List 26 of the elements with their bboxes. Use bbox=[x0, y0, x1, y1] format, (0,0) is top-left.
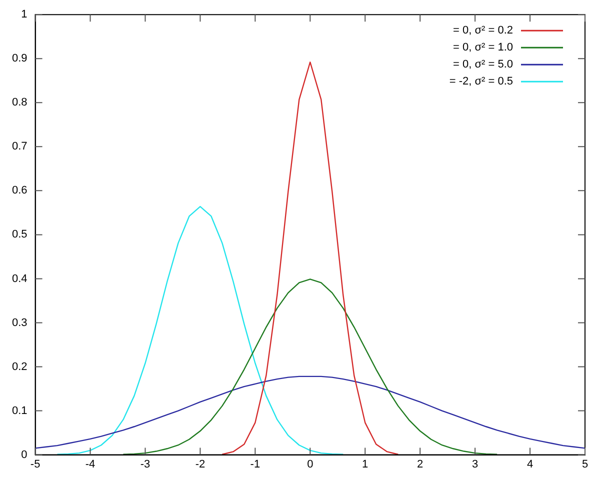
x-tick-label: 1 bbox=[362, 458, 368, 470]
x-tick-label: 4 bbox=[526, 458, 534, 470]
x-tick-label: 0 bbox=[307, 458, 314, 470]
y-tick-label: 0.6 bbox=[12, 184, 28, 197]
x-tick-label: 3 bbox=[472, 458, 478, 470]
y-tick-label: 0.5 bbox=[12, 228, 28, 241]
y-tick-label: 0.2 bbox=[12, 360, 28, 373]
x-tick-label: -2 bbox=[195, 458, 206, 470]
legend-label: = 0, σ² = 1.0 bbox=[453, 42, 513, 54]
x-tick-label: 5 bbox=[582, 458, 588, 470]
legend-label: = 0, σ² = 5.0 bbox=[453, 58, 513, 71]
x-tick-label: -3 bbox=[140, 458, 150, 470]
y-tick-label: 0.4 bbox=[12, 272, 28, 285]
legend-label: = -2, σ² = 0.5 bbox=[449, 76, 513, 88]
x-tick-label: -4 bbox=[85, 458, 96, 470]
legend-label: = 0, σ² = 0.2 bbox=[453, 24, 513, 37]
x-tick-label: -5 bbox=[30, 458, 40, 470]
y-tick-label: 1 bbox=[21, 8, 28, 21]
y-tick-label: 0.3 bbox=[12, 316, 28, 329]
y-tick-label: 0.9 bbox=[12, 52, 28, 65]
y-tick-label: 0.1 bbox=[12, 404, 28, 417]
y-tick-label: 0.7 bbox=[12, 140, 28, 153]
x-tick-label: 2 bbox=[417, 458, 424, 470]
y-tick-label: 0.8 bbox=[12, 96, 28, 109]
y-tick-label: 0 bbox=[21, 448, 28, 461]
x-tick-label: -1 bbox=[250, 458, 260, 470]
